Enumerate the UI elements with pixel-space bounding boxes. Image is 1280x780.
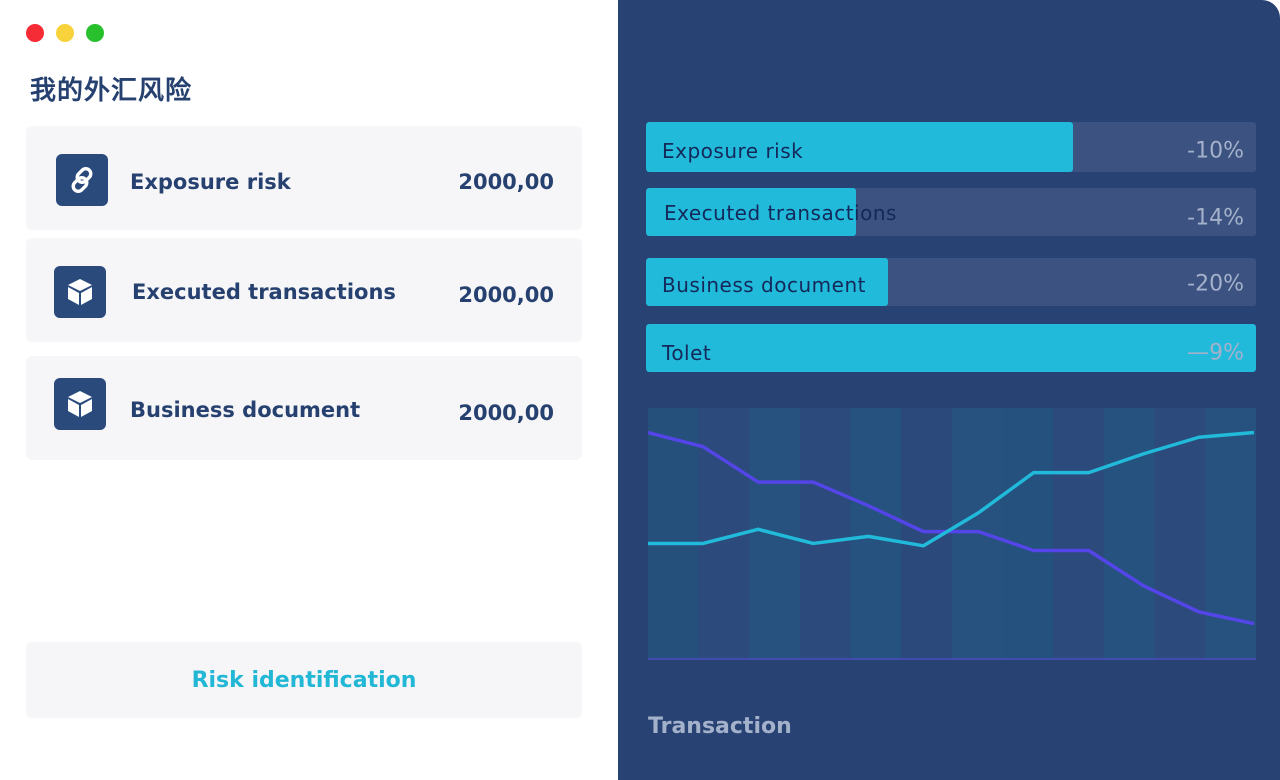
card-exposure-risk[interactable]: Exposure risk 2000,00 bbox=[26, 126, 582, 230]
chart-column-band bbox=[1154, 408, 1206, 660]
page-title: 我的外汇风险 bbox=[30, 76, 193, 106]
chart-column-band bbox=[952, 408, 1003, 660]
chart-column-band bbox=[800, 408, 851, 660]
maximize-window-button[interactable] bbox=[86, 24, 104, 42]
bar-label: Executed transactions bbox=[664, 200, 897, 225]
left-panel: 我的外汇风险 Exposure risk 2000,00 Executed tr… bbox=[0, 0, 618, 780]
bar-executed-transactions: Executed transactions -14% bbox=[646, 188, 1256, 236]
chart-x-label: Transaction bbox=[648, 714, 792, 739]
bar-fill bbox=[646, 122, 1073, 172]
risk-identification-button[interactable]: Risk identification bbox=[26, 642, 582, 718]
card-value: 2000,00 bbox=[458, 401, 554, 425]
bar-fill bbox=[646, 324, 1256, 372]
bar-fill bbox=[646, 188, 856, 236]
bar-percent: -10% bbox=[1187, 138, 1244, 163]
card-label: Executed transactions bbox=[132, 280, 396, 304]
link-icon bbox=[56, 154, 108, 206]
bar-business-document: Business document -20% bbox=[646, 258, 1256, 306]
bar-label: Business document bbox=[662, 273, 866, 298]
bar-percent: -14% bbox=[1187, 205, 1244, 231]
chart-column-band bbox=[1002, 408, 1054, 660]
card-label: Business document bbox=[130, 398, 361, 422]
bar-fill bbox=[646, 258, 889, 306]
cube-icon bbox=[54, 266, 106, 318]
chart-column-band bbox=[1104, 408, 1155, 660]
chart-series-line-1 bbox=[648, 430, 1255, 626]
card-executed-transactions[interactable]: Executed transactions 2000,00 bbox=[26, 238, 582, 342]
chart-series-line-2 bbox=[648, 430, 1255, 548]
minimize-window-button[interactable] bbox=[56, 24, 74, 42]
chart-column-band bbox=[850, 408, 902, 660]
close-window-button[interactable] bbox=[26, 24, 44, 42]
bar-percent: —9% bbox=[1187, 340, 1244, 366]
bar-label: Tolet bbox=[662, 340, 712, 365]
card-business-document[interactable]: Business document 2000,00 bbox=[26, 356, 582, 460]
right-panel: Exposure risk -10% Executed transactions… bbox=[618, 0, 1280, 780]
transaction-line-chart bbox=[648, 408, 1256, 660]
card-value: 2000,00 bbox=[458, 283, 554, 307]
chart-column-band bbox=[648, 408, 699, 660]
bar-label: Exposure risk bbox=[662, 138, 804, 163]
cube-icon bbox=[54, 378, 106, 430]
bar-exposure-risk: Exposure risk -10% bbox=[646, 122, 1256, 172]
card-value: 2000,00 bbox=[458, 170, 554, 194]
bar-tolet: Tolet —9% bbox=[646, 324, 1256, 372]
chart-column-band bbox=[1053, 408, 1104, 660]
window-controls bbox=[26, 24, 104, 42]
card-label: Exposure risk bbox=[130, 170, 291, 194]
bar-percent: -20% bbox=[1187, 271, 1244, 297]
